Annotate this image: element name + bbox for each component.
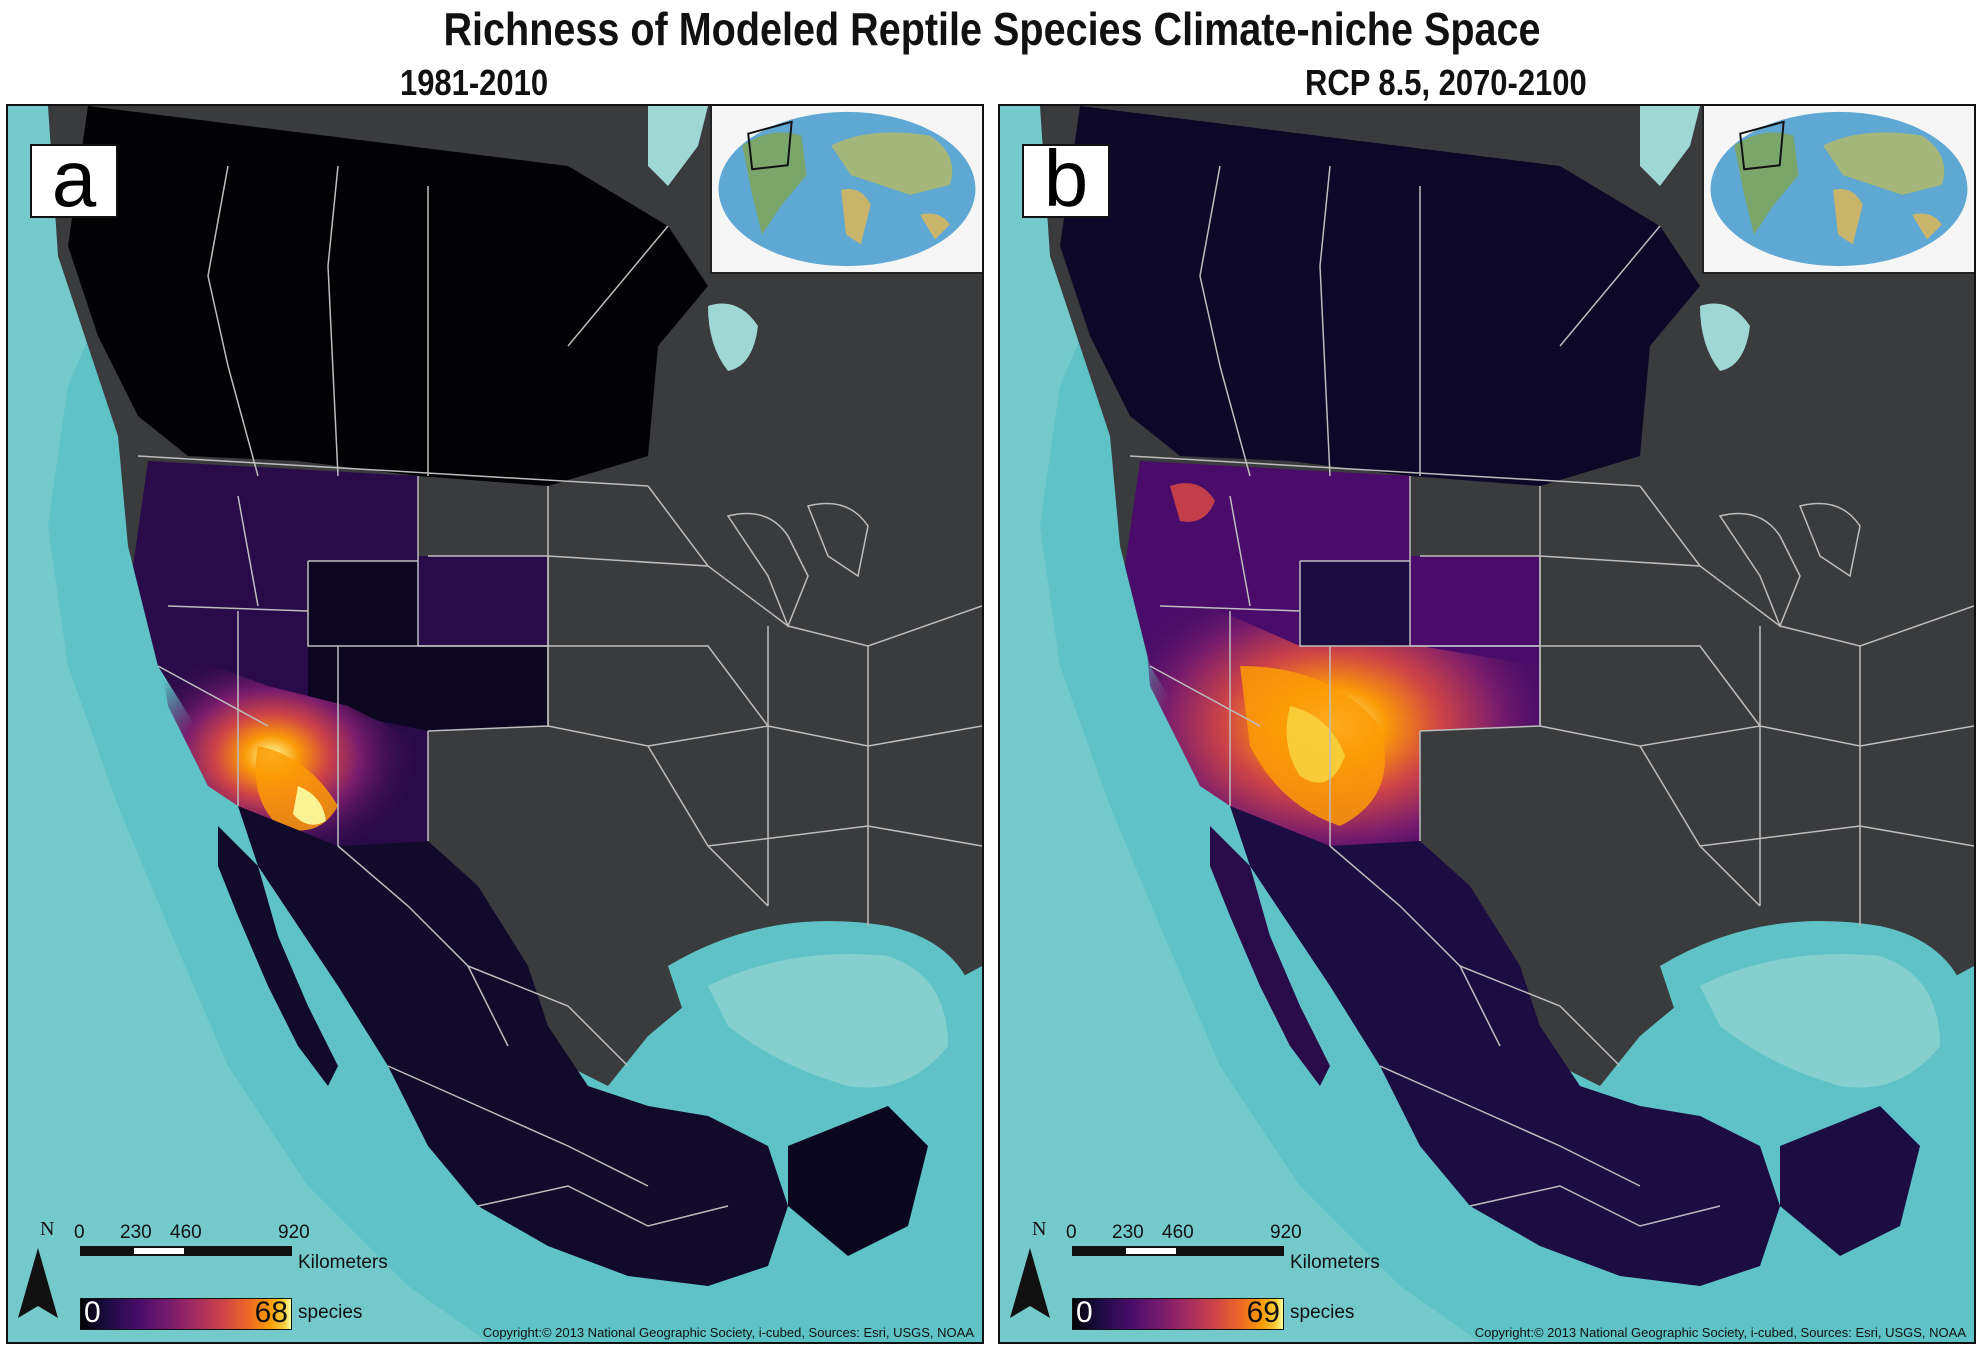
world-map-icon: [1710, 111, 1968, 267]
north-arrow-icon: [18, 1248, 58, 1318]
figure-title: Richness of Modeled Reptile Species Clim…: [443, 3, 1541, 55]
great-lakes: [1718, 502, 1861, 629]
north-arrow-icon: [1010, 1248, 1050, 1318]
scale-tick: 0: [74, 1222, 85, 1243]
legend-max: 69: [1246, 1296, 1280, 1329]
baja-peninsula: [1210, 826, 1330, 1086]
legend-unit: species: [1290, 1302, 1355, 1323]
panel-a-subtitle: 1981-2010: [400, 62, 549, 103]
scale-segment: [1072, 1246, 1124, 1256]
scale-unit: Kilometers: [1290, 1252, 1380, 1273]
map-panel-a: a N 0 230 460 920 Kilometers 0 68 specie…: [6, 104, 984, 1344]
gulf-inner-shelf: [1700, 954, 1940, 1088]
scale-segment: [132, 1246, 186, 1256]
world-locator-inset-b: [1702, 106, 1974, 274]
scale-segment: [186, 1246, 292, 1256]
scale-segment: [80, 1246, 132, 1256]
scale-tick: 920: [1270, 1222, 1302, 1243]
yucatan-region: [788, 1106, 928, 1256]
scale-bar: 0 230 460 920 Kilometers: [74, 1222, 400, 1282]
state-boundaries: [137, 165, 982, 1227]
panel-a-label: a: [30, 139, 118, 219]
color-legend: 0 69 species: [1072, 1296, 1392, 1332]
mexico-region: [238, 806, 788, 1286]
legend-min: 0: [1076, 1296, 1093, 1329]
canada-region: [1060, 106, 1700, 486]
southwest-peak: [293, 786, 326, 825]
scale-tick: 230: [1112, 1222, 1144, 1243]
study-area-outline: [1739, 120, 1785, 171]
north-arrow: N: [18, 1218, 58, 1322]
legend-max: 68: [254, 1296, 288, 1329]
central-rockies-region: [1300, 561, 1410, 646]
color-ramp: [80, 1298, 292, 1330]
color-legend: 0 68 species: [80, 1296, 400, 1332]
legend-min: 0: [84, 1296, 101, 1329]
great-lakes: [726, 502, 869, 629]
hudson-bay: [1700, 303, 1750, 371]
north-arrow: N: [1010, 1218, 1050, 1322]
greenland-coast: [1640, 106, 1700, 186]
richness-map-b: [1000, 106, 1974, 1342]
hudson-bay: [708, 303, 758, 371]
southwest-hotspot: [158, 646, 428, 846]
baja-peninsula: [218, 826, 338, 1086]
scale-tick: 460: [170, 1222, 202, 1243]
north-label: N: [1032, 1218, 1047, 1240]
panel-b-subtitle: RCP 8.5, 2070-2100: [1305, 62, 1587, 103]
world-locator-inset-a: [710, 106, 982, 274]
color-ramp: [1072, 1298, 1284, 1330]
continental-shelf: [1000, 106, 1480, 1342]
north-label: N: [40, 1218, 55, 1240]
richness-map-a: [8, 106, 982, 1342]
northwest-hotspot: [1170, 483, 1215, 522]
scale-unit: Kilometers: [298, 1252, 388, 1273]
state-boundaries: [1129, 165, 1974, 1227]
scale-tick: 920: [278, 1222, 310, 1243]
map-panel-b: b N 0 230 460 920 Kilometers 0 69 specie…: [998, 104, 1976, 1344]
gulf-inner-shelf: [708, 954, 948, 1088]
canada-region: [68, 106, 708, 486]
world-map-icon: [718, 111, 976, 267]
scale-tick: 0: [1066, 1222, 1077, 1243]
copyright-text: Copyright:© 2013 National Geographic Soc…: [1474, 1325, 1966, 1340]
legend-unit: species: [298, 1302, 363, 1323]
greenland-coast: [648, 106, 708, 186]
study-area-outline: [747, 120, 793, 171]
scale-tick: 460: [1162, 1222, 1194, 1243]
scale-segment: [1178, 1246, 1284, 1256]
scale-segment: [1124, 1246, 1178, 1256]
yucatan-region: [1780, 1106, 1920, 1256]
continental-shelf: [8, 106, 488, 1342]
panel-b-label: b: [1022, 139, 1110, 219]
scale-bar: 0 230 460 920 Kilometers: [1066, 1222, 1392, 1282]
scale-tick: 230: [120, 1222, 152, 1243]
copyright-text: Copyright:© 2013 National Geographic Soc…: [482, 1325, 974, 1340]
mexico-region: [1230, 806, 1780, 1286]
